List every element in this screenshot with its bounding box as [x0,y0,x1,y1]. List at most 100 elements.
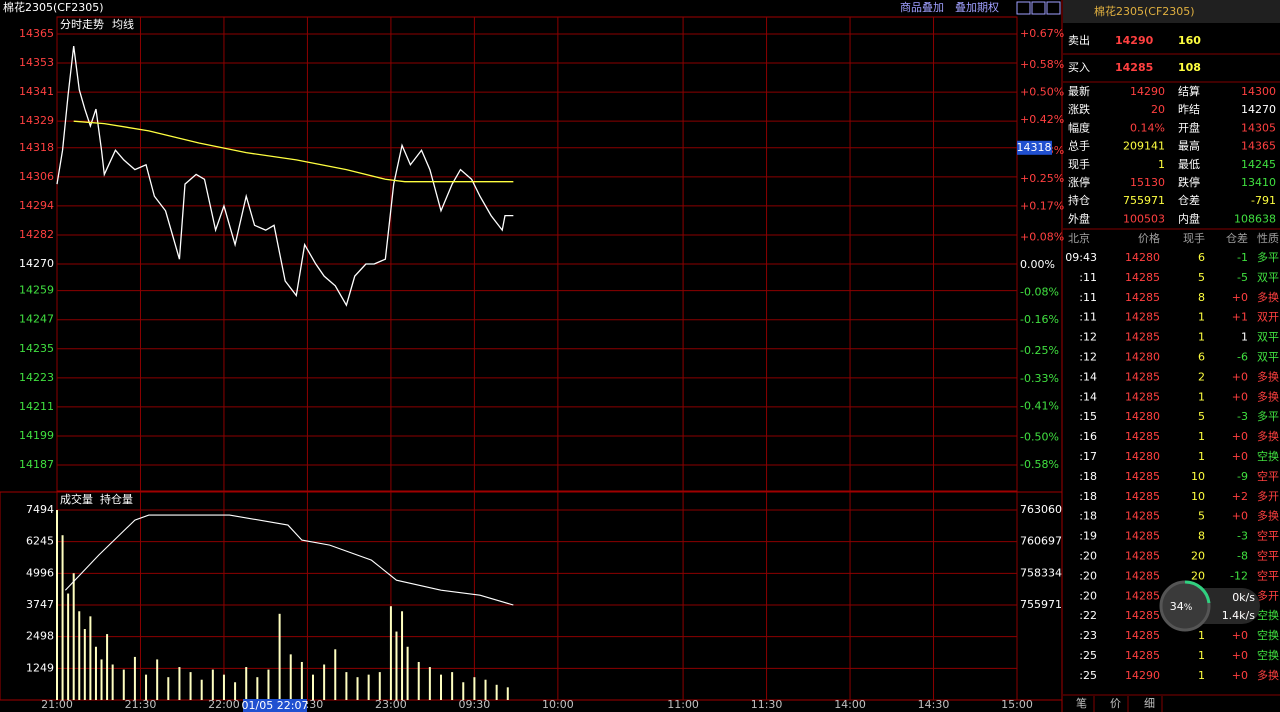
stat-label: 结算 [1178,84,1200,98]
volume-bar [167,677,170,700]
trade-qty: 1 [1198,629,1205,642]
trade-price: 14285 [1125,550,1160,563]
trade-price: 14280 [1125,410,1160,423]
trade-column: 性质 [1257,231,1279,245]
volume-bar [484,679,487,700]
trade-nature: 多平 [1257,250,1279,264]
trade-qty: 5 [1198,510,1205,523]
quote-price: 14285 [1115,61,1153,74]
trade-qty: 5 [1198,410,1205,423]
x-tick-label: 09:30 [459,698,491,711]
volume-bar [200,679,203,700]
icon-button[interactable] [1016,1,1031,15]
trade-nature: 空平 [1257,469,1279,483]
volume-bar [211,669,214,700]
trade-nature: 空换 [1257,628,1279,642]
trade-column: 价格 [1138,231,1160,245]
y-tick-label: 2498 [26,630,54,643]
trade-nature: 空平 [1257,549,1279,563]
trade-diff: +0 [1232,669,1248,682]
trade-nature: 空平 [1257,568,1279,582]
trade-price: 14285 [1125,271,1160,284]
y2-tick-label: 0.00% [1020,258,1055,271]
x-tick-label: 23:00 [375,698,407,711]
trade-nature: 双平 [1257,331,1279,344]
trade-qty: 1 [1198,669,1205,682]
volume-bar [473,677,476,700]
trade-qty: 1 [1198,649,1205,662]
overlay-up: 0k/s [1232,591,1255,604]
volume-bar [234,682,237,700]
y2-tick-label: 758334 [1020,566,1062,579]
volume-bar [56,510,58,700]
trade-diff: -5 [1237,271,1248,284]
trade-price: 14285 [1125,430,1160,443]
y-tick-label: 4996 [26,566,54,579]
tab[interactable]: 细 [1144,697,1155,710]
trade-qty: 10 [1191,470,1205,483]
y-tick-label: 14294 [19,199,54,212]
trade-time: :17 [1079,450,1097,463]
legend-entry: 持仓量 [100,492,133,506]
volume-bar [222,674,225,700]
trade-qty: 1 [1198,331,1205,344]
trade-time: :19 [1079,530,1097,543]
stat-label: 涨跌 [1068,102,1090,116]
tool-button[interactable]: 商品叠加 [900,0,944,14]
y2-tick-label: -0.08% [1020,286,1059,299]
tool-button[interactable]: 叠加期权 [955,1,999,14]
y-tick-label: 1249 [26,661,54,674]
y2-tick-label: +0.67% [1020,27,1064,40]
y2-tick-label: -0.33% [1020,372,1059,385]
y-tick-label: 14306 [19,170,54,183]
y2-tick-label: -0.58% [1020,458,1059,471]
y-tick-label: 14187 [19,458,54,471]
volume-bar [495,684,498,700]
trade-price: 14285 [1125,629,1160,642]
volume-bar [245,667,248,700]
overlay-percent-value: 34 [1170,600,1184,613]
volume-bar [334,649,337,700]
stat-value: 14245 [1241,158,1276,171]
quote-qty: 160 [1178,34,1201,47]
trade-diff: +0 [1232,450,1248,463]
trade-qty: 1 [1198,390,1205,403]
volume-bar [428,667,431,700]
tab[interactable]: 笔 [1076,696,1087,710]
volume-bar [451,672,454,700]
volume-bar [122,669,125,700]
y-tick-label: 14259 [19,284,54,297]
x-tick-label: 11:30 [751,698,783,711]
y-tick-label: 6245 [26,535,54,548]
trade-diff: +0 [1232,649,1248,662]
volume-bar [506,687,509,700]
volume-bar [106,634,109,700]
stat-value: 14305 [1241,121,1276,134]
icon-button[interactable] [1031,1,1046,15]
tab[interactable]: 价 [1110,697,1121,710]
trade-nature: 双开 [1257,311,1279,324]
y-tick-label: 14318 [19,141,54,154]
trade-diff: +1 [1232,311,1248,324]
trade-nature: 多换 [1257,509,1279,523]
trade-diff: +0 [1232,291,1248,304]
overlay-percent: 34% [1170,600,1193,613]
trade-price: 14285 [1125,331,1160,344]
trade-time: :11 [1079,291,1097,304]
y2-tick-label: +0.17% [1020,199,1064,212]
trade-qty: 1 [1198,311,1205,324]
trade-nature: 双平 [1257,351,1279,364]
icon-button[interactable] [1046,1,1061,15]
trade-time: :22 [1079,609,1097,622]
trade-price: 14285 [1125,390,1160,403]
trade-time: 09:43 [1065,251,1097,264]
trade-price: 14280 [1125,251,1160,264]
y2-tick-label: +0.25% [1020,172,1064,185]
stat-label: 总手 [1068,139,1090,153]
trade-time: :15 [1079,410,1097,423]
y-tick-label: 14223 [19,371,54,384]
legend-entry: 分时走势 [60,18,104,31]
trade-price: 14285 [1125,311,1160,324]
